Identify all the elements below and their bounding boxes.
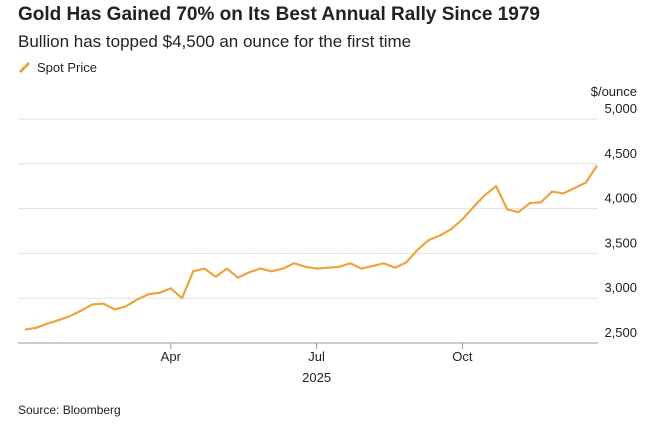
line [24, 164, 598, 331]
legend-label: Spot Price [37, 60, 97, 75]
x-axis-label: 2025 [302, 370, 331, 385]
y-tick-label: 2,500 [604, 325, 637, 340]
y-tick-label: 3,500 [604, 235, 637, 250]
x-tick-label: Oct [452, 349, 473, 364]
y-axis-label: $/ounce [591, 84, 637, 99]
x-tick-label: Jul [308, 349, 325, 364]
chart-title: Gold Has Gained 70% on Its Best Annual R… [18, 4, 540, 25]
y-tick-label: 5,000 [604, 101, 637, 116]
chart-subtitle: Bullion has topped $4,500 an ounce for t… [18, 32, 411, 51]
legend-swatch [18, 61, 31, 74]
source: Source: Bloomberg [18, 403, 121, 417]
y-tick-label: 4,500 [604, 146, 637, 161]
y-tick-label: 4,000 [604, 191, 637, 206]
y-tick-label: 3,000 [604, 280, 637, 295]
x-tick-label: Apr [161, 349, 182, 364]
